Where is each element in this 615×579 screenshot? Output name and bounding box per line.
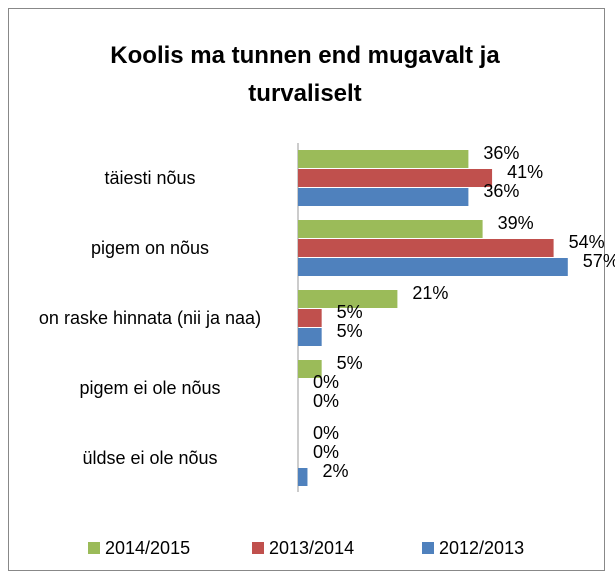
value-label: 0%	[313, 372, 339, 392]
bar	[298, 258, 568, 276]
bar	[298, 290, 398, 308]
legend-label: 2013/2014	[269, 538, 354, 558]
title-box: Koolis ma tunnen end mugavalt ja turvali…	[110, 42, 500, 107]
value-label: 0%	[313, 391, 339, 411]
bar	[298, 309, 322, 327]
legend-swatch	[252, 542, 264, 554]
value-label: 2%	[322, 461, 348, 481]
value-label: 36%	[483, 143, 519, 163]
bar	[298, 360, 322, 378]
value-label: 54%	[569, 232, 605, 252]
legend-swatch	[88, 542, 100, 554]
category-box: üldse ei ole nõus	[82, 448, 218, 468]
bar	[298, 150, 469, 168]
category-box: pigem ei ole nõus	[79, 378, 221, 398]
value-label: 39%	[498, 213, 534, 233]
chart-title: Koolis ma tunnen end mugavalt ja turvali…	[110, 42, 500, 107]
bar	[298, 328, 322, 346]
value-label: 5%	[337, 321, 363, 341]
value-label: 0%	[313, 423, 339, 443]
value-label: 5%	[337, 353, 363, 373]
category-label: üldse ei ole nõus	[82, 448, 218, 468]
value-label: 0%	[313, 442, 339, 462]
category-label: on raske hinnata (nii ja naa)	[38, 308, 262, 328]
bar	[298, 188, 469, 206]
category-label: täiesti nõus	[104, 168, 196, 188]
value-label: 41%	[507, 162, 543, 182]
category-box: on raske hinnata (nii ja naa)	[38, 308, 262, 328]
category-box: täiesti nõus	[104, 168, 196, 188]
bar	[298, 220, 483, 238]
value-label: 5%	[337, 302, 363, 322]
legend-label: 2012/2013	[439, 538, 524, 558]
legend-swatch	[422, 542, 434, 554]
legend-label: 2014/2015	[105, 538, 190, 558]
category-box: pigem on nõus	[90, 238, 210, 258]
value-label: 21%	[412, 283, 448, 303]
bar	[298, 468, 308, 486]
bar	[298, 169, 493, 187]
value-label: 36%	[483, 181, 519, 201]
category-label: pigem ei ole nõus	[79, 378, 221, 398]
category-label: pigem on nõus	[90, 238, 210, 258]
bar	[298, 239, 554, 257]
value-label: 57%	[583, 251, 615, 271]
